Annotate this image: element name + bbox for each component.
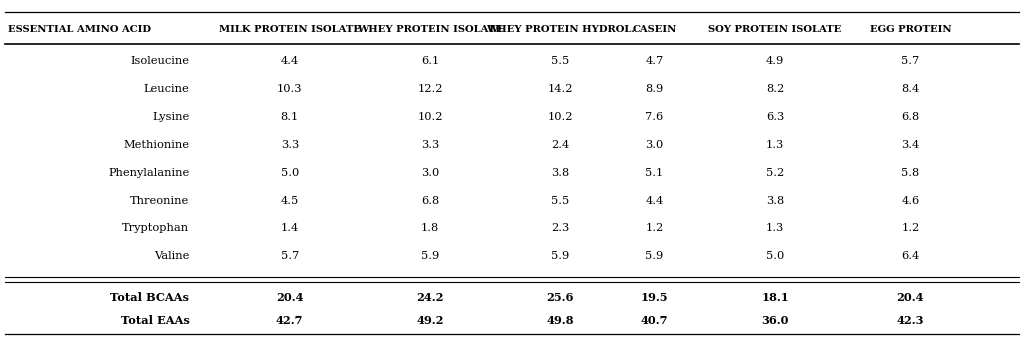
Text: 5.5: 5.5 [551,56,569,66]
Text: 3.3: 3.3 [281,140,299,150]
Text: Lysine: Lysine [153,112,189,122]
Text: 24.2: 24.2 [417,292,443,303]
Text: 4.4: 4.4 [281,56,299,66]
Text: 4.7: 4.7 [645,56,664,66]
Text: 3.3: 3.3 [421,140,439,150]
Text: 2.3: 2.3 [551,223,569,234]
Text: WHEY PROTEIN HYDROL.: WHEY PROTEIN HYDROL. [485,25,635,34]
Text: ESSENTIAL AMINO ACID: ESSENTIAL AMINO ACID [8,25,152,34]
Text: EGG PROTEIN: EGG PROTEIN [869,25,951,34]
Text: 3.0: 3.0 [645,140,664,150]
Text: 40.7: 40.7 [641,315,668,326]
Text: 6.8: 6.8 [421,195,439,206]
Text: SOY PROTEIN ISOLATE: SOY PROTEIN ISOLATE [709,25,842,34]
Text: Leucine: Leucine [143,84,189,94]
Text: 19.5: 19.5 [641,292,668,303]
Text: 5.5: 5.5 [551,195,569,206]
Text: Valine: Valine [154,251,189,262]
Text: 6.1: 6.1 [421,56,439,66]
Text: 42.7: 42.7 [276,315,303,326]
Text: Tryptophan: Tryptophan [122,223,189,234]
Text: 20.4: 20.4 [276,292,303,303]
Text: 5.2: 5.2 [766,167,784,178]
Text: 8.9: 8.9 [645,84,664,94]
Text: 10.3: 10.3 [278,84,302,94]
Text: 49.8: 49.8 [547,315,573,326]
Text: 5.9: 5.9 [421,251,439,262]
Text: 5.9: 5.9 [645,251,664,262]
Text: 1.3: 1.3 [766,223,784,234]
Text: 5.0: 5.0 [281,167,299,178]
Text: 2.4: 2.4 [551,140,569,150]
Text: MILK PROTEIN ISOLATE: MILK PROTEIN ISOLATE [219,25,360,34]
Text: 20.4: 20.4 [897,292,924,303]
Text: 1.8: 1.8 [421,223,439,234]
Text: 3.0: 3.0 [421,167,439,178]
Text: 6.3: 6.3 [766,112,784,122]
Text: 7.6: 7.6 [645,112,664,122]
Text: 5.7: 5.7 [901,56,920,66]
Text: 3.8: 3.8 [551,167,569,178]
Text: 25.6: 25.6 [547,292,573,303]
Text: 5.9: 5.9 [551,251,569,262]
Text: 10.2: 10.2 [548,112,572,122]
Text: 5.8: 5.8 [901,167,920,178]
Text: Isoleucine: Isoleucine [130,56,189,66]
Text: 1.2: 1.2 [901,223,920,234]
Text: 5.1: 5.1 [645,167,664,178]
Text: 1.3: 1.3 [766,140,784,150]
Text: 6.4: 6.4 [901,251,920,262]
Text: 49.2: 49.2 [417,315,443,326]
Text: 12.2: 12.2 [418,84,442,94]
Text: WHEY PROTEIN ISOLATE: WHEY PROTEIN ISOLATE [357,25,503,34]
Text: 4.9: 4.9 [766,56,784,66]
Text: Threonine: Threonine [130,195,189,206]
Text: 8.4: 8.4 [901,84,920,94]
Text: 36.0: 36.0 [762,315,788,326]
Text: 8.1: 8.1 [281,112,299,122]
Text: 4.4: 4.4 [645,195,664,206]
Text: 6.8: 6.8 [901,112,920,122]
Text: 5.7: 5.7 [281,251,299,262]
Text: 42.3: 42.3 [897,315,924,326]
Text: 4.6: 4.6 [901,195,920,206]
Text: 10.2: 10.2 [418,112,442,122]
Text: 4.5: 4.5 [281,195,299,206]
Text: 18.1: 18.1 [761,292,790,303]
Text: 8.2: 8.2 [766,84,784,94]
Text: Total EAAs: Total EAAs [121,315,189,326]
Text: 14.2: 14.2 [548,84,572,94]
Text: Phenylalanine: Phenylalanine [109,167,189,178]
Text: 5.0: 5.0 [766,251,784,262]
Text: 1.4: 1.4 [281,223,299,234]
Text: CASEIN: CASEIN [632,25,677,34]
Text: 3.4: 3.4 [901,140,920,150]
Text: Total BCAAs: Total BCAAs [111,292,189,303]
Text: Methionine: Methionine [124,140,189,150]
Text: 3.8: 3.8 [766,195,784,206]
Text: 1.2: 1.2 [645,223,664,234]
